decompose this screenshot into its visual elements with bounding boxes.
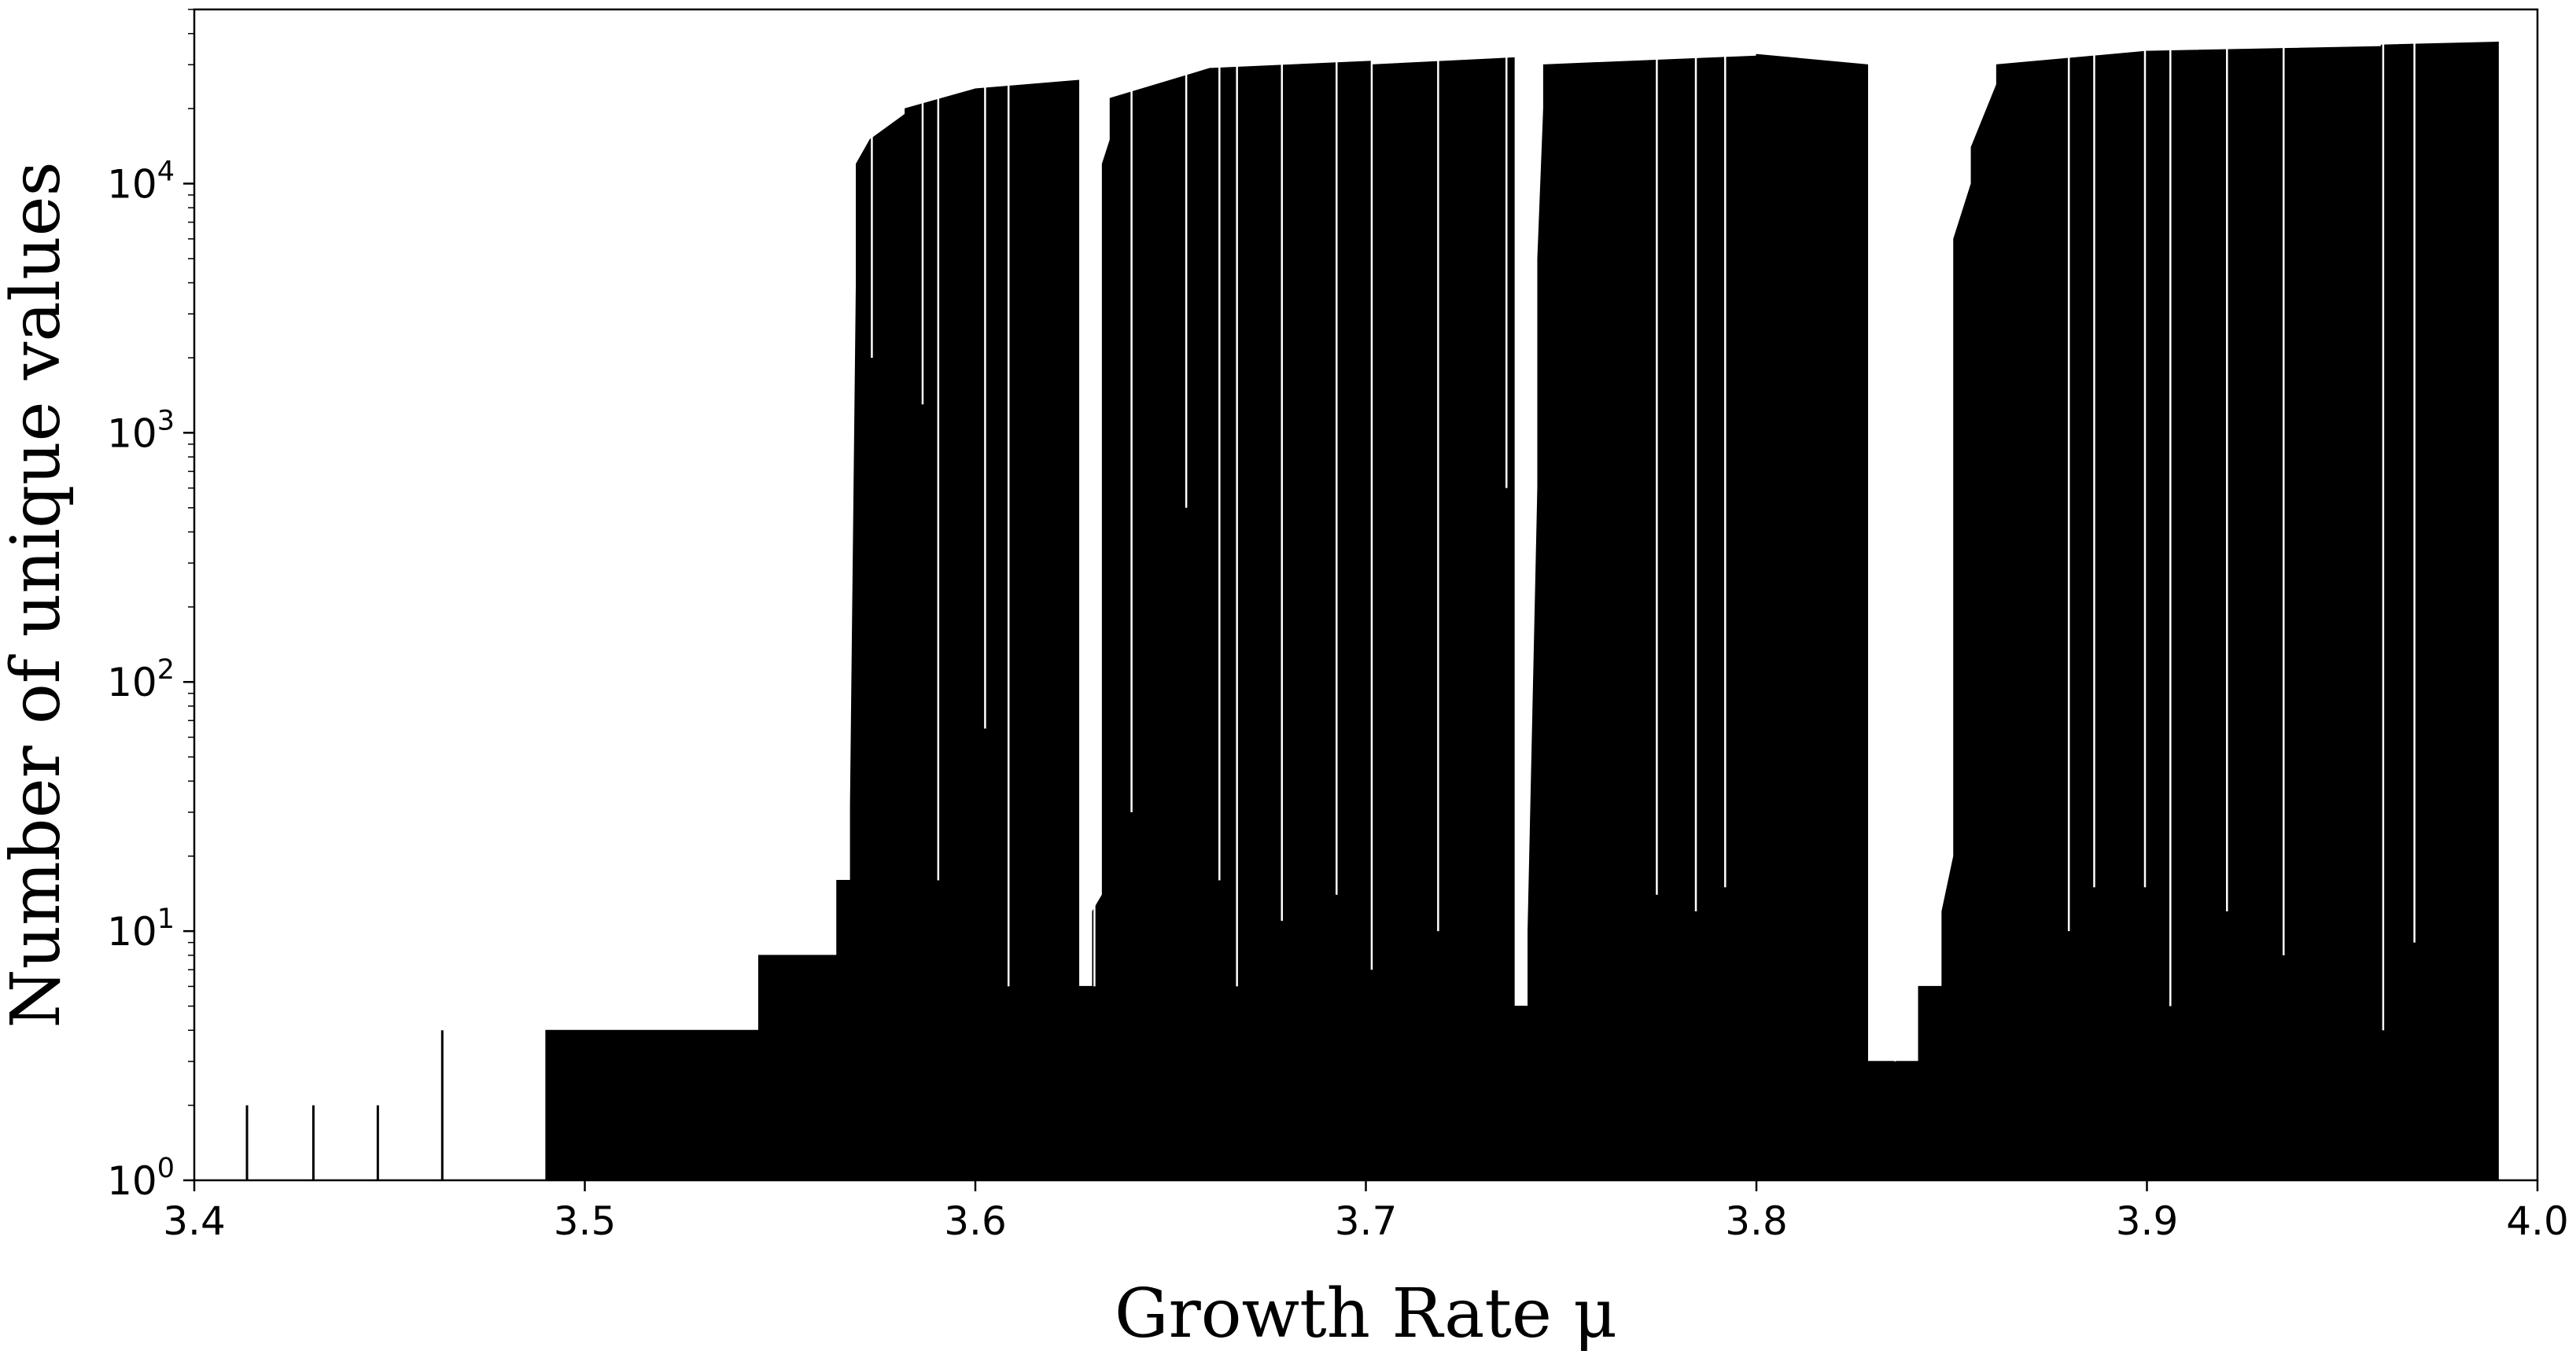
y-tick-label: 102: [107, 654, 175, 705]
bar-segment-16: [1537, 109, 1544, 1181]
bar-segment-14: [1513, 1006, 1529, 1181]
x-tick-label: 3.8: [1725, 1198, 1788, 1244]
bar-segment-2: [836, 879, 851, 1181]
data-bars: [245, 41, 2499, 1181]
bar-segment-5: [869, 113, 906, 1181]
y-tick-label: 101: [107, 903, 175, 955]
bar-segment-1: [757, 955, 838, 1181]
y-tick-label: 100: [107, 1153, 175, 1204]
bar-segment-25: [2147, 46, 2382, 1181]
y-tick-label: 104: [107, 156, 175, 207]
bar-segment-22: [1953, 183, 1972, 1181]
bar-segment-11: [1109, 68, 1211, 1181]
bar-segment-12: [1209, 61, 1373, 1181]
bar-segment-4: [856, 138, 871, 1181]
bar-segment-20: [1918, 985, 1943, 1181]
bar-segment-21: [1941, 856, 1955, 1181]
x-axis-label: Growth Rate μ: [1115, 1275, 1617, 1353]
x-axis: 3.4 3.5 3.6 3.7 3.8 3.9 4.0: [163, 1180, 2569, 1244]
bar-segment-3: [849, 282, 857, 1181]
bar-segment-24: [1996, 50, 2147, 1181]
x-tick-label: 3.5: [554, 1198, 617, 1244]
bar-segment-18: [1756, 53, 1869, 1181]
bar-segment-0: [545, 1029, 759, 1181]
x-tick-label: 3.6: [944, 1198, 1007, 1244]
bar-segment-23: [1970, 84, 1997, 1181]
bar-segment-13: [1371, 57, 1515, 1181]
bar-segment-6: [905, 88, 976, 1181]
bar-segment-19: [1867, 1061, 1919, 1181]
y-axis: 100 101 102 103 104: [107, 9, 194, 1204]
bar-segment-7: [975, 79, 1080, 1181]
bar-segment-10: [1101, 139, 1111, 1181]
y-axis-label: Number of unique values: [0, 161, 76, 1028]
y-tick-label: 103: [107, 405, 175, 456]
x-tick-label: 3.7: [1335, 1198, 1398, 1244]
bar-segment-15: [1528, 488, 1539, 1181]
x-tick-label: 3.4: [163, 1198, 226, 1244]
x-tick-label: 4.0: [2506, 1198, 2569, 1244]
bar-segment-8: [1078, 985, 1093, 1181]
x-tick-label: 3.9: [2116, 1198, 2179, 1244]
bar-segment-26: [2380, 41, 2499, 1181]
